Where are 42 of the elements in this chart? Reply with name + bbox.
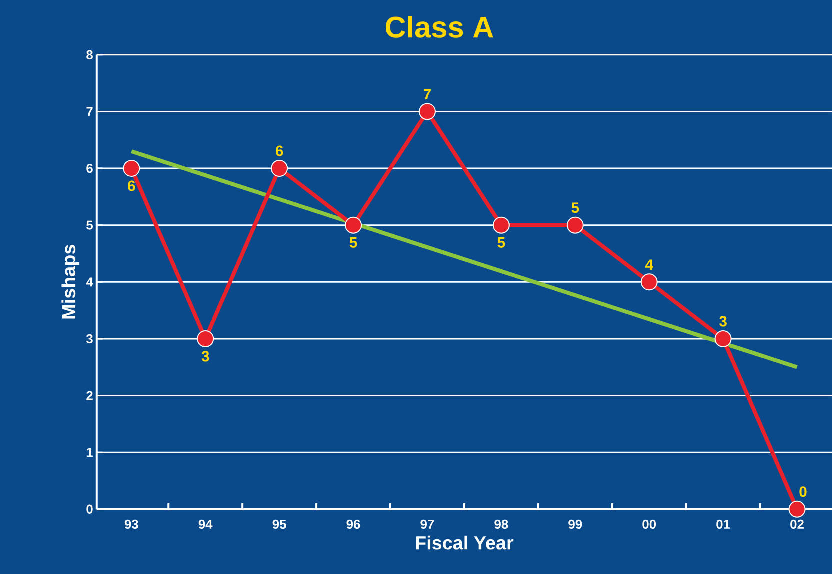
y-tick-label: 2	[86, 391, 93, 400]
y-tick-label: 7	[86, 107, 93, 116]
y-axis-title: Mishaps	[62, 244, 80, 319]
y-tick-label: 1	[86, 448, 94, 457]
y-tick-label: 4	[86, 278, 94, 286]
x-tick-label: 00	[642, 520, 656, 529]
chart-title: Class A	[386, 16, 494, 38]
data-label: 5	[498, 237, 506, 248]
x-tick-label: 01	[716, 520, 730, 529]
y-tick-label: 3	[86, 334, 93, 344]
y-tick-label: 8	[86, 50, 93, 60]
data-label: 6	[276, 146, 284, 156]
data-label: 5	[572, 202, 580, 214]
y-tick-label: 6	[86, 164, 93, 173]
point	[271, 160, 288, 177]
point	[123, 160, 140, 177]
data-label: 3	[719, 316, 727, 327]
x-tick-label: 02	[790, 520, 804, 529]
y-tick-label: 0	[86, 504, 93, 514]
x-tick-label: 96	[346, 520, 360, 529]
point	[788, 500, 806, 518]
data-label: 6	[128, 180, 136, 192]
point	[640, 274, 658, 290]
x-tick-label: 95	[272, 520, 286, 529]
point	[197, 330, 214, 348]
y-tick-label: 5	[86, 220, 94, 230]
x-tick-label: 98	[494, 520, 508, 529]
x-tick-label: 94	[198, 520, 213, 529]
data-label: 5	[350, 237, 358, 248]
point	[418, 103, 436, 120]
data-label: 4	[645, 260, 654, 270]
point	[345, 216, 362, 234]
x-axis-title: Fiscal Year	[416, 536, 514, 550]
point	[714, 330, 732, 348]
data-label: 3	[202, 350, 210, 362]
point	[566, 216, 584, 234]
x-tick-label: 97	[420, 520, 434, 529]
x-tick-label: 93	[124, 520, 138, 529]
x-tick-label: 99	[568, 520, 582, 529]
point	[492, 216, 510, 234]
data-label: 7	[424, 89, 431, 100]
data-label: 0	[800, 486, 807, 498]
